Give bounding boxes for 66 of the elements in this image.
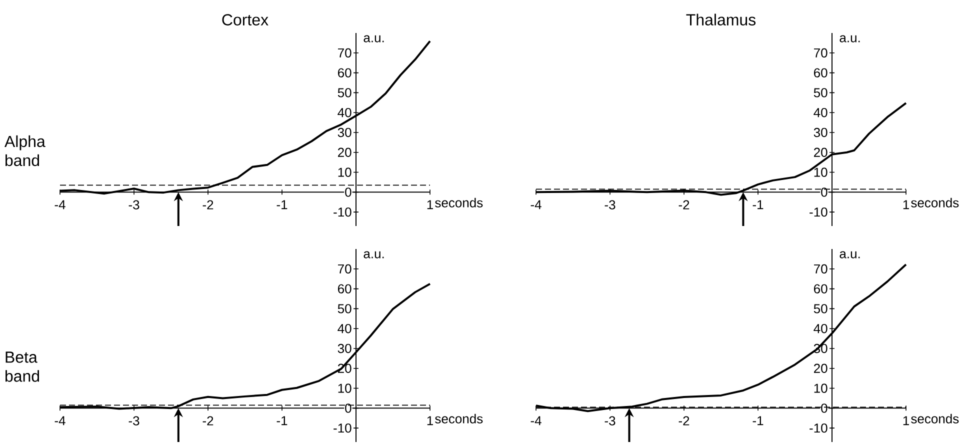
chart-title: Cortex	[222, 14, 268, 26]
y-tick-label: 60	[338, 68, 352, 78]
x-tick-label: -4	[530, 200, 542, 210]
y-tick-label: 70	[814, 264, 828, 274]
x-tick-label: -1	[276, 200, 288, 210]
x-tick-label: 1	[427, 416, 433, 426]
x-tick-label: -1	[752, 200, 764, 210]
y-axis-title: a.u.	[364, 251, 384, 258]
x-tick-label: -3	[604, 200, 616, 210]
x-tick-label: -2	[678, 416, 690, 426]
y-axis-title: a.u.	[840, 35, 860, 42]
y-tick-label: 60	[814, 68, 828, 78]
y-tick-label: 20	[814, 148, 828, 157]
y-tick-label: -10	[334, 207, 352, 217]
y-tick-label: 40	[814, 108, 828, 118]
y-tick-label: 60	[338, 284, 352, 294]
x-axis-title: seconds	[435, 198, 483, 208]
y-tick-label: 10	[338, 384, 352, 393]
y-tick-label: 70	[338, 264, 352, 274]
y-tick-label: 50	[814, 88, 828, 98]
x-axis-title: seconds	[435, 414, 483, 424]
x-tick-label: 1	[427, 200, 433, 210]
x-tick-label: -3	[128, 200, 140, 210]
x-tick-label: 1	[903, 416, 909, 426]
y-tick-label: 50	[338, 304, 352, 314]
y-tick-label: 50	[814, 304, 828, 314]
x-axis-title: seconds	[911, 414, 959, 424]
y-tick-label: 20	[814, 364, 828, 373]
y-tick-label: 10	[814, 384, 828, 393]
y-tick-label: -10	[334, 423, 352, 433]
x-tick-label: -2	[202, 416, 214, 426]
y-tick-label: 0	[345, 404, 352, 413]
x-axis-title: seconds	[911, 198, 959, 208]
x-tick-label: -4	[54, 200, 66, 210]
y-tick-label: 30	[338, 344, 352, 354]
y-tick-label: 0	[821, 188, 828, 197]
x-tick-label: -4	[54, 416, 66, 426]
x-tick-label: -1	[276, 416, 288, 426]
y-tick-label: 70	[814, 48, 828, 58]
y-tick-label: 40	[814, 324, 828, 334]
y-tick-label: 20	[338, 148, 352, 157]
x-tick-label: -3	[128, 416, 140, 426]
y-tick-label: 60	[814, 284, 828, 294]
y-tick-label: 40	[338, 108, 352, 118]
chart-title: Thalamus	[686, 14, 756, 26]
text: Alpha band	[4, 135, 46, 166]
text: Beta band	[6, 352, 40, 382]
y-tick-label: -10	[810, 423, 828, 433]
y-tick-label: 10	[338, 168, 352, 177]
x-tick-label: -1	[752, 416, 764, 426]
y-tick-label: 40	[338, 324, 352, 334]
y-tick-label: 10	[814, 168, 828, 177]
x-tick-label: -4	[530, 416, 542, 426]
y-tick-label: 70	[338, 48, 352, 58]
x-tick-label: -2	[678, 200, 690, 210]
y-tick-label: 0	[821, 404, 828, 413]
y-tick-label: 30	[338, 128, 352, 138]
y-axis-title: a.u.	[840, 251, 860, 258]
x-tick-label: 1	[903, 200, 909, 210]
y-axis-title: a.u.	[364, 35, 384, 42]
y-tick-label: -10	[810, 207, 828, 217]
y-tick-label: 30	[814, 128, 828, 138]
x-tick-label: -2	[202, 200, 214, 210]
y-tick-label: 50	[338, 88, 352, 98]
y-tick-label: 0	[345, 188, 352, 197]
x-tick-label: -3	[604, 416, 616, 426]
